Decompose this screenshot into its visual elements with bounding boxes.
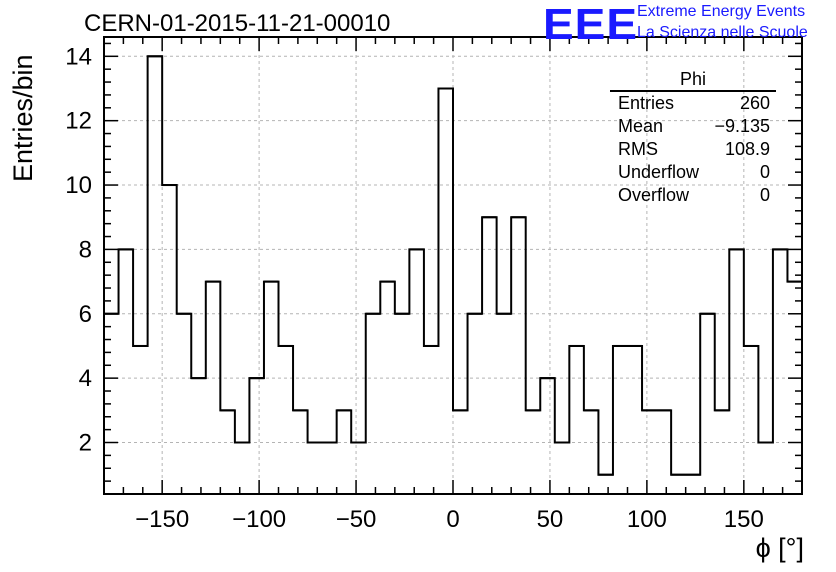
- stats-row-overflow: Overflow 0: [610, 184, 776, 207]
- stats-title: Phi: [610, 68, 776, 92]
- stats-row-mean: Mean −9.135: [610, 115, 776, 138]
- stats-row-entries: Entries 260: [610, 92, 776, 115]
- y-tick-label: 2: [79, 430, 92, 457]
- stats-value: 0: [759, 185, 770, 205]
- x-tick-label: −150: [135, 506, 189, 533]
- chart-title: CERN-01-2015-11-21-00010: [84, 10, 391, 37]
- y-tick-label: 6: [79, 301, 92, 328]
- y-tick-label: 8: [79, 236, 92, 263]
- x-tick-label: 50: [537, 506, 564, 533]
- x-tick-label: 150: [724, 506, 764, 533]
- stats-label: RMS: [618, 139, 658, 159]
- stats-value: 0: [759, 162, 770, 182]
- x-tick-label: 0: [446, 506, 459, 533]
- y-tick-label: 14: [65, 43, 92, 70]
- y-tick-label: 4: [79, 365, 92, 392]
- stats-value: 260: [739, 93, 770, 113]
- stats-label: Underflow: [618, 162, 700, 182]
- x-tick-label: −50: [336, 506, 377, 533]
- stats-value: 108.9: [724, 139, 770, 159]
- eee-logo: EEE: [543, 0, 639, 49]
- stats-label: Entries: [618, 93, 675, 113]
- y-axis-label: Entries/bin: [8, 54, 38, 182]
- y-tick-label: 12: [65, 108, 92, 135]
- y-tick-label: 10: [65, 172, 92, 199]
- logo-subtitle-2: La Scienza nelle Scuole: [637, 24, 808, 41]
- x-tick-label: −100: [232, 506, 286, 533]
- stats-box: Phi Entries 260 Mean −9.135 RMS 108.9 Un…: [610, 68, 776, 207]
- stats-row-underflow: Underflow 0: [610, 161, 776, 184]
- stats-label: Mean: [618, 116, 664, 136]
- x-tick-label: 100: [627, 506, 667, 533]
- x-axis-label: ϕ [°]: [755, 533, 804, 563]
- stats-row-rms: RMS 108.9: [610, 138, 776, 161]
- logo-subtitle-1: Extreme Energy Events: [637, 3, 806, 20]
- stats-value: −9.135: [714, 116, 770, 136]
- stats-label: Overflow: [618, 185, 690, 205]
